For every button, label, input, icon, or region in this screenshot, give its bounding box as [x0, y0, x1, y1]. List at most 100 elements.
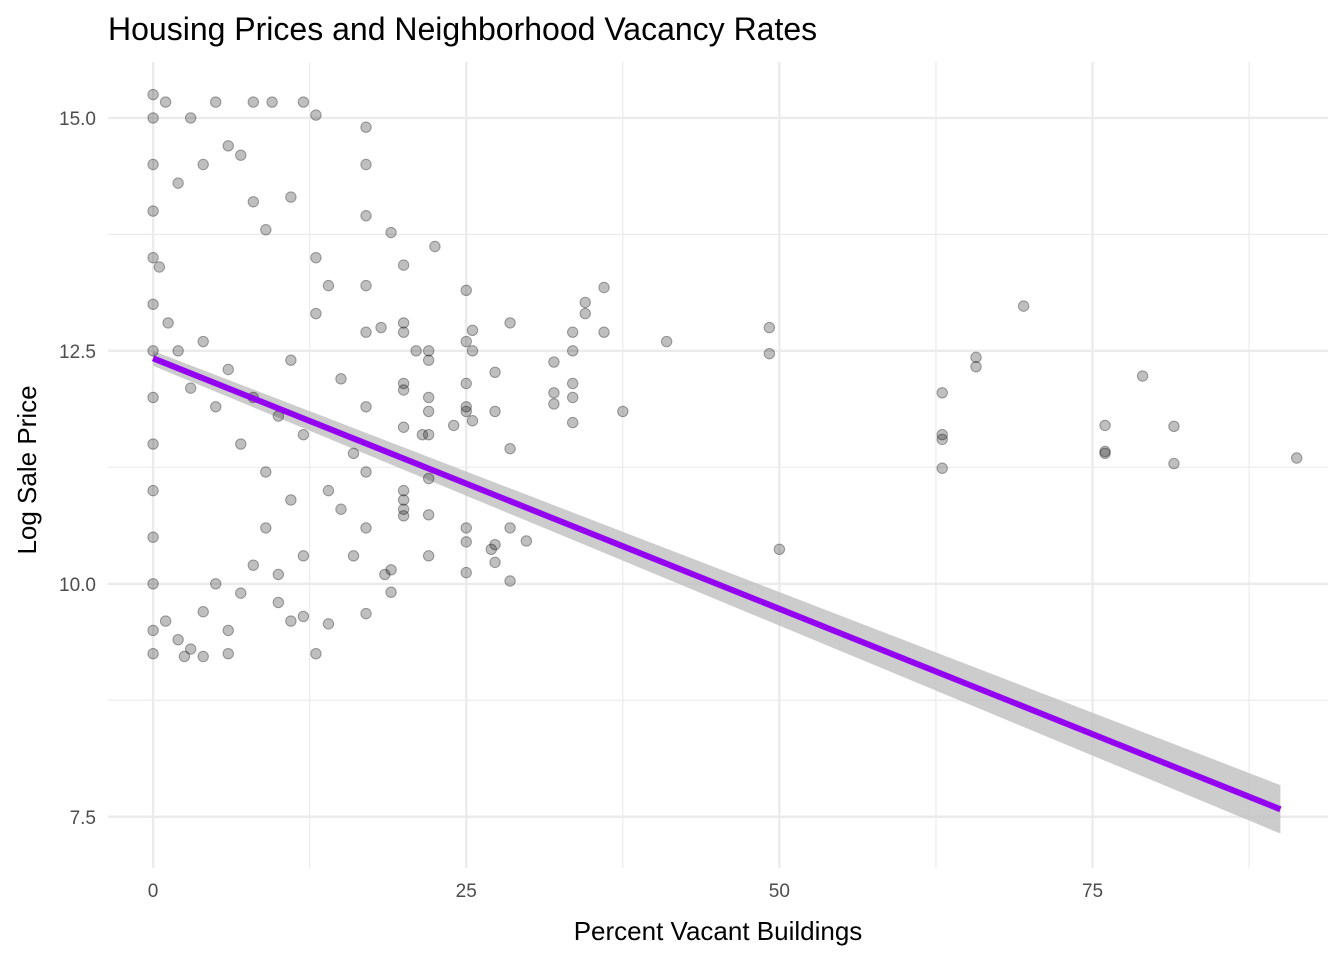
data-point	[567, 391, 579, 404]
x-tick-label: 75	[1082, 881, 1103, 902]
data-point	[147, 345, 159, 357]
data-point	[460, 566, 472, 579]
data-point	[272, 596, 285, 609]
data-point	[422, 345, 435, 357]
data-point	[504, 317, 516, 329]
data-point	[172, 634, 184, 646]
data-point	[360, 466, 372, 478]
data-points	[147, 88, 1303, 663]
data-point	[1136, 370, 1149, 382]
data-point	[197, 158, 209, 171]
data-point	[460, 536, 472, 548]
data-point	[660, 335, 673, 348]
data-point	[147, 578, 159, 590]
data-point	[147, 298, 159, 310]
data-point	[222, 140, 234, 152]
y-tick-label: 10.0	[59, 575, 96, 596]
data-point	[147, 158, 159, 171]
data-point	[159, 96, 172, 108]
data-point	[1099, 419, 1111, 432]
data-point	[385, 586, 397, 598]
data-point	[504, 442, 516, 455]
data-point	[485, 543, 497, 556]
data-point	[567, 377, 579, 390]
data-point	[235, 438, 247, 450]
data-point	[385, 226, 397, 239]
data-point	[489, 366, 501, 378]
data-point	[297, 550, 310, 562]
data-point	[1290, 452, 1303, 464]
data-point	[429, 240, 441, 253]
data-point	[247, 96, 259, 108]
data-point	[936, 387, 948, 399]
data-point	[763, 347, 776, 360]
data-point	[266, 96, 278, 108]
data-point	[285, 354, 297, 366]
data-point	[410, 345, 422, 357]
data-point	[147, 205, 159, 217]
data-point	[147, 251, 159, 264]
data-point	[247, 196, 259, 208]
data-point	[184, 112, 197, 124]
data-point	[397, 326, 410, 338]
data-point	[210, 96, 222, 108]
data-point	[310, 109, 322, 121]
data-point	[504, 575, 516, 587]
data-point	[147, 438, 159, 450]
data-point	[360, 121, 372, 133]
data-point	[222, 363, 234, 376]
data-point	[285, 615, 297, 627]
x-tick-label: 25	[456, 881, 477, 902]
data-point	[272, 568, 285, 581]
data-point	[147, 647, 159, 660]
y-axis-ticks: 7.5 10.0 12.5 15.0	[59, 109, 96, 829]
data-point	[567, 345, 579, 357]
data-point	[598, 326, 610, 338]
data-point	[397, 259, 410, 271]
data-point	[460, 284, 472, 296]
data-point	[548, 398, 560, 410]
data-point	[548, 356, 560, 368]
data-point	[567, 326, 579, 338]
data-point	[147, 88, 159, 101]
data-point	[397, 377, 410, 390]
data-point	[970, 360, 982, 373]
y-tick-label: 15.0	[59, 109, 96, 130]
data-point	[297, 96, 310, 108]
data-point	[489, 405, 501, 418]
data-point	[579, 307, 591, 320]
data-point	[347, 447, 360, 460]
data-point	[360, 326, 372, 338]
data-point	[579, 296, 591, 309]
data-point	[260, 466, 272, 478]
x-tick-label: 0	[148, 881, 159, 902]
data-point	[489, 556, 501, 569]
data-point	[385, 564, 397, 576]
data-point	[1168, 420, 1180, 433]
data-point	[360, 279, 372, 292]
data-point	[763, 321, 776, 334]
data-point	[598, 281, 610, 294]
y-axis-title: Log Sale Price	[12, 385, 42, 554]
minor-gridlines	[108, 62, 1328, 868]
data-point	[210, 578, 222, 590]
data-point	[178, 650, 191, 663]
data-point	[416, 429, 429, 441]
data-point	[422, 391, 435, 404]
x-axis-title: Percent Vacant Buildings	[574, 916, 863, 946]
data-point	[460, 401, 472, 413]
data-point	[147, 112, 159, 124]
data-point	[466, 415, 479, 427]
data-point	[310, 251, 322, 264]
data-point	[360, 158, 372, 171]
data-point	[147, 484, 159, 497]
fit-line	[151, 355, 1282, 813]
data-point	[422, 429, 435, 441]
data-point	[322, 618, 335, 630]
data-point	[222, 647, 234, 660]
data-point	[422, 354, 435, 366]
data-point	[360, 210, 372, 222]
data-point	[466, 345, 479, 357]
data-point	[297, 610, 310, 623]
